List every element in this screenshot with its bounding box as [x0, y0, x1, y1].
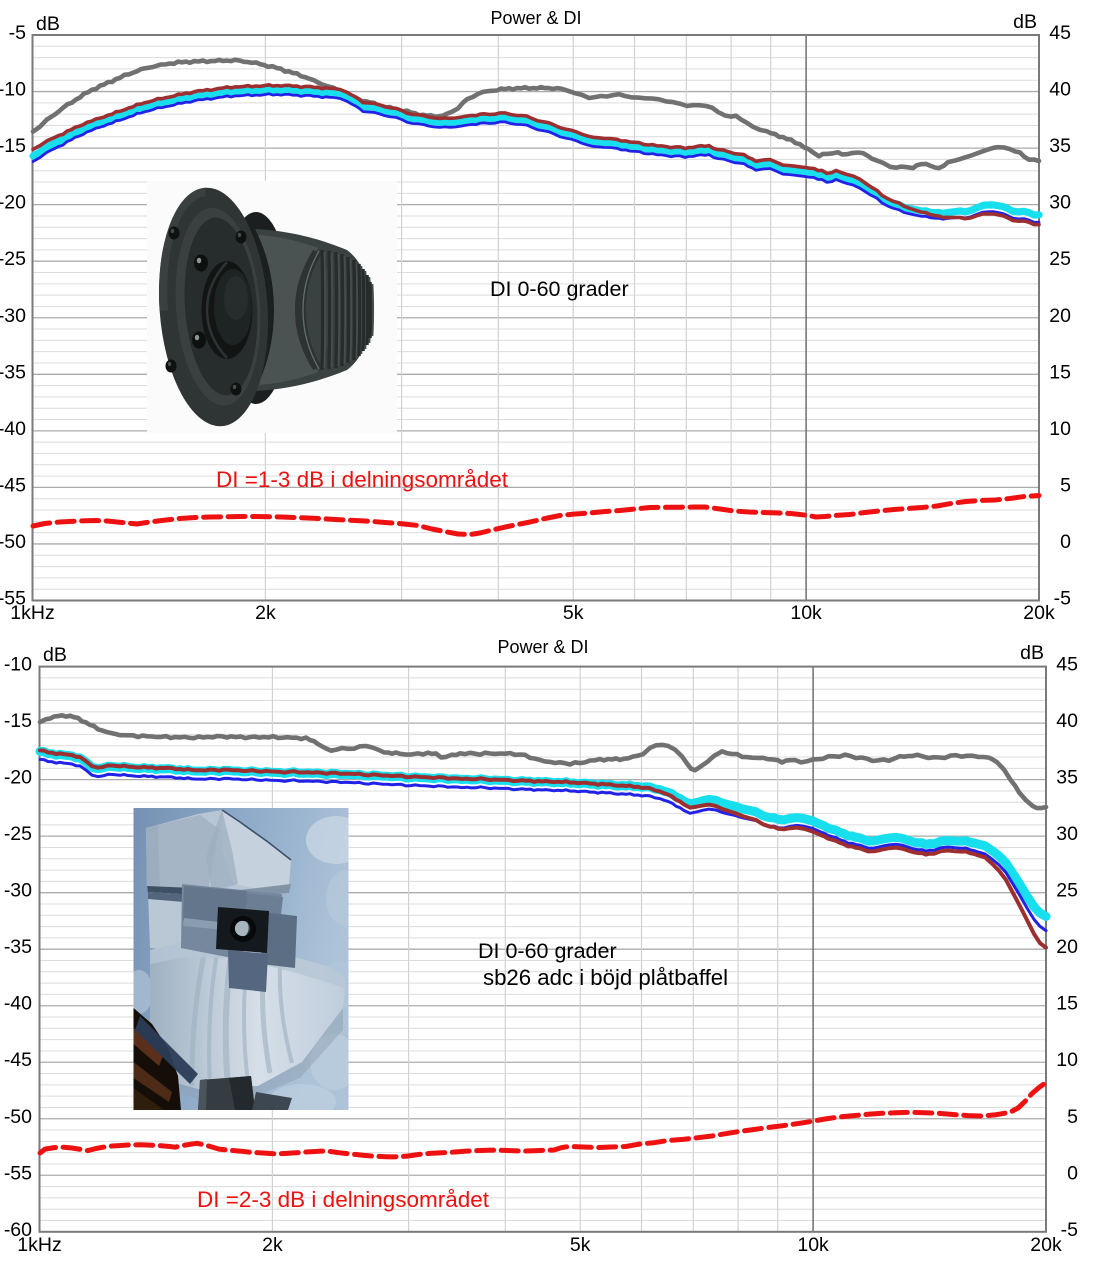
svg-text:-50: -50 [4, 1106, 32, 1128]
svg-text:5: 5 [1060, 474, 1071, 496]
svg-text:-15: -15 [0, 135, 26, 157]
svg-text:-20: -20 [0, 192, 26, 214]
svg-text:-25: -25 [0, 248, 26, 270]
svg-text:sb26 adc i böjd plåtbaffel: sb26 adc i böjd plåtbaffel [483, 965, 728, 990]
svg-text:-60: -60 [4, 1219, 32, 1241]
svg-text:-40: -40 [4, 993, 32, 1015]
svg-text:-55: -55 [4, 1162, 32, 1184]
svg-text:2k: 2k [262, 1234, 283, 1256]
svg-text:30: 30 [1049, 192, 1071, 214]
svg-text:-30: -30 [4, 880, 32, 902]
svg-text:40: 40 [1056, 710, 1078, 732]
svg-text:40: 40 [1049, 79, 1071, 101]
svg-text:15: 15 [1056, 993, 1078, 1015]
svg-text:20: 20 [1056, 936, 1078, 958]
svg-text:Power & DI: Power & DI [497, 637, 588, 657]
svg-text:20: 20 [1049, 305, 1071, 327]
svg-text:35: 35 [1056, 767, 1078, 789]
svg-text:-35: -35 [0, 361, 26, 383]
svg-text:1kHz: 1kHz [10, 602, 54, 624]
svg-text:Power & DI: Power & DI [490, 8, 581, 28]
svg-text:-10: -10 [4, 654, 32, 676]
svg-text:-30: -30 [0, 305, 26, 327]
svg-text:dB: dB [1013, 11, 1037, 33]
svg-text:dB: dB [1020, 642, 1044, 664]
svg-text:1kHz: 1kHz [17, 1234, 61, 1256]
svg-text:10k: 10k [797, 1234, 829, 1256]
svg-text:45: 45 [1056, 654, 1078, 676]
svg-text:-20: -20 [4, 767, 32, 789]
svg-text:dB: dB [36, 13, 60, 35]
svg-text:20k: 20k [1023, 602, 1055, 624]
svg-text:20k: 20k [1030, 1234, 1062, 1256]
svg-text:35: 35 [1049, 135, 1071, 157]
svg-text:-45: -45 [0, 474, 26, 496]
svg-text:30: 30 [1056, 823, 1078, 845]
svg-text:-5: -5 [1054, 588, 1071, 610]
svg-text:0: 0 [1067, 1162, 1078, 1184]
svg-text:15: 15 [1049, 361, 1071, 383]
svg-text:-50: -50 [0, 531, 26, 553]
svg-text:-40: -40 [0, 418, 26, 440]
svg-text:dB: dB [43, 644, 67, 666]
svg-text:-45: -45 [4, 1049, 32, 1071]
svg-text:5k: 5k [570, 1234, 591, 1256]
svg-text:0: 0 [1060, 531, 1071, 553]
svg-text:DI =1-3 dB i delningsområdet: DI =1-3 dB i delningsområdet [216, 467, 509, 492]
svg-text:25: 25 [1056, 880, 1078, 902]
svg-text:-55: -55 [0, 588, 26, 610]
svg-text:45: 45 [1049, 22, 1071, 44]
svg-text:2k: 2k [255, 602, 276, 624]
svg-text:DI 0-60 grader: DI 0-60 grader [478, 939, 617, 963]
svg-text:DI 0-60 grader: DI 0-60 grader [490, 277, 629, 301]
svg-text:-5: -5 [1061, 1219, 1078, 1241]
svg-text:10: 10 [1049, 418, 1071, 440]
svg-text:5: 5 [1067, 1106, 1078, 1128]
svg-text:-10: -10 [0, 79, 26, 101]
svg-text:-15: -15 [4, 710, 32, 732]
svg-text:5k: 5k [563, 602, 584, 624]
svg-text:25: 25 [1049, 248, 1071, 270]
svg-text:10: 10 [1056, 1049, 1078, 1071]
svg-text:DI =2-3 dB i delningsområdet: DI =2-3 dB i delningsområdet [197, 1187, 490, 1212]
svg-text:-35: -35 [4, 936, 32, 958]
svg-text:-25: -25 [4, 823, 32, 845]
svg-text:10k: 10k [790, 602, 822, 624]
svg-text:-5: -5 [9, 22, 26, 44]
